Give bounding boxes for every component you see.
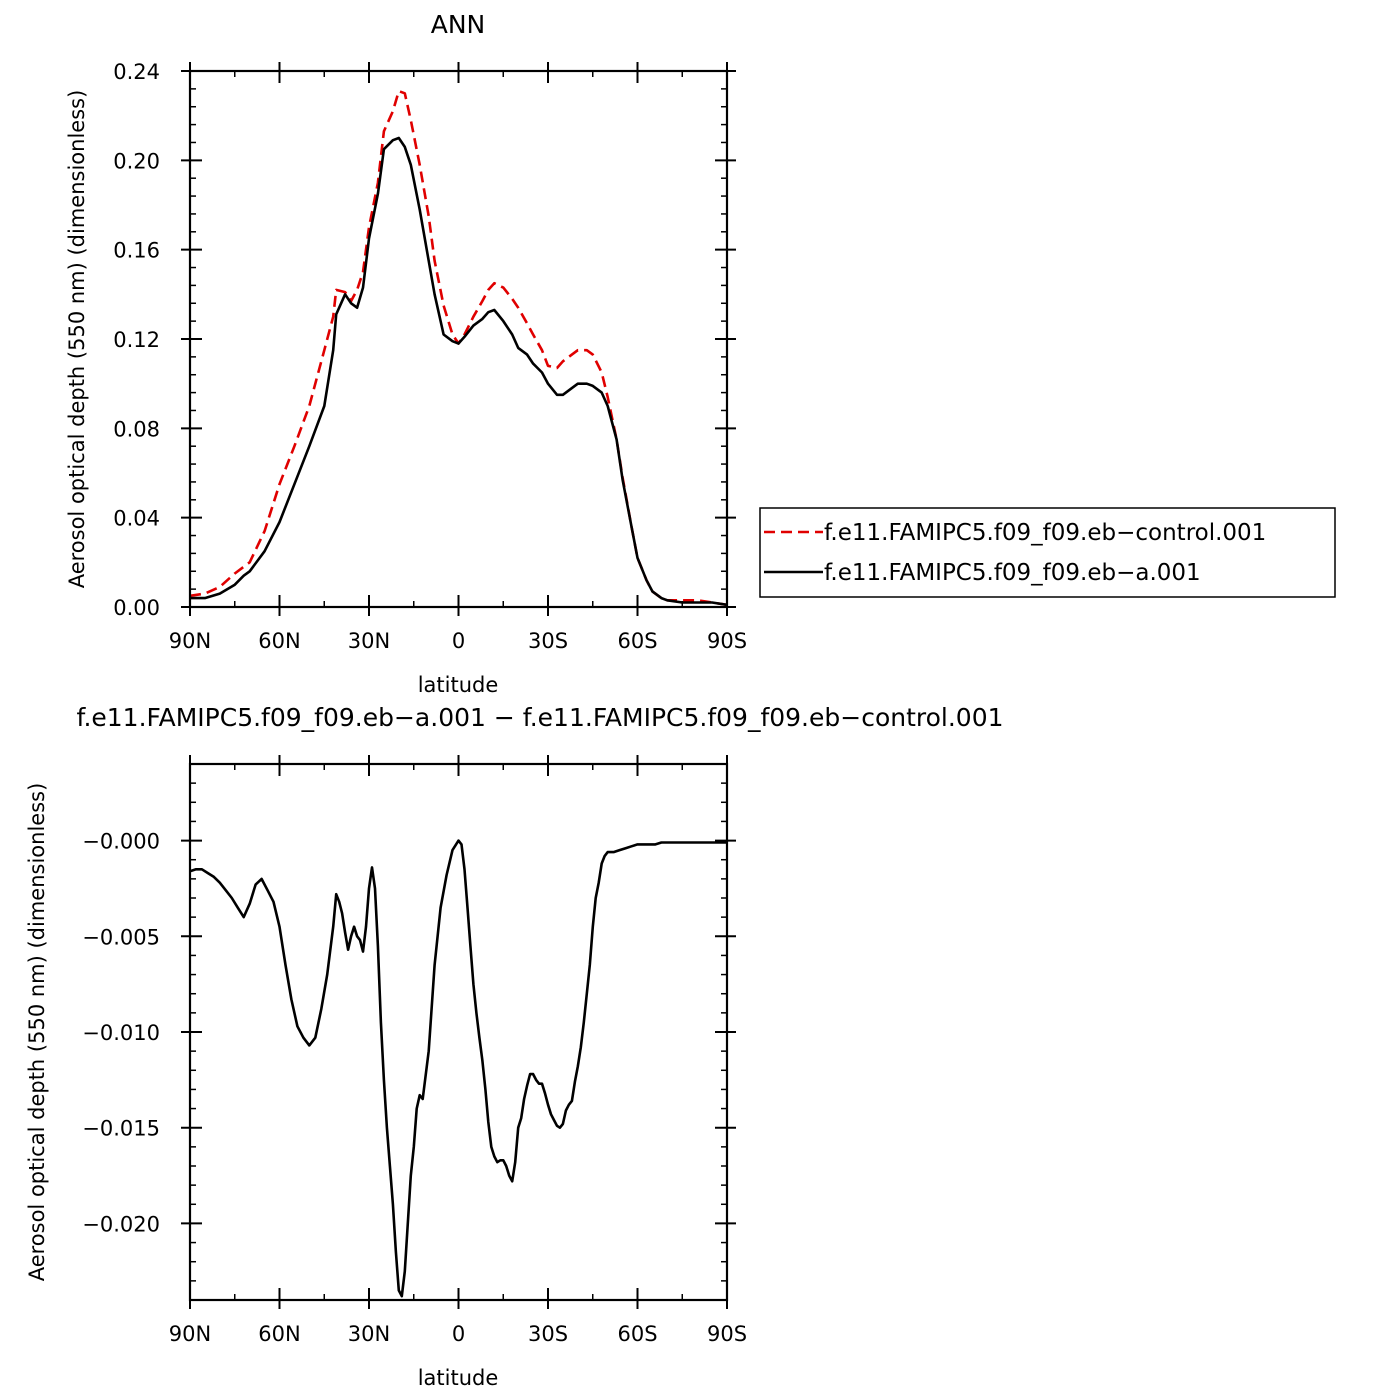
top-chart-x-axis-label: latitude	[418, 673, 499, 697]
bottom-chart-x-tick-label: 60S	[617, 1322, 657, 1346]
legend-box	[759, 507, 1336, 598]
top-chart-panel: ANN 90N 60N 30N 0 30S 60S 90S 0.00 0.04 0.08 0.12 0…	[65, 10, 1336, 697]
legend-label-a: f.e11.FAMIPC5.f09_f09.eb−a.001	[824, 560, 1201, 586]
bottom-chart-series	[190, 839, 727, 1298]
top-chart-x-tick-label: 60S	[617, 629, 657, 653]
top-chart-series-line-control	[190, 89, 727, 607]
bottom-chart-x-tick-label: 90S	[707, 1322, 747, 1346]
bottom-chart-x-tick-label: 90N	[169, 1322, 211, 1346]
bottom-chart-series-line-difference	[190, 839, 727, 1298]
bottom-chart-frame	[188, 762, 729, 1302]
bottom-chart-ticks	[181, 755, 736, 1309]
top-chart-x-tick-label: 60N	[258, 629, 300, 653]
bottom-chart-y-tick-label: −0.020	[82, 1212, 160, 1236]
bottom-chart-panel: f.e11.FAMIPC5.f09_f09.eb−a.001 − f.e11.F…	[25, 703, 1004, 1390]
top-chart-tick-labels: 90N 60N 30N 0 30S 60S 90S 0.00 0.04 0.08 0.12 0.16 0…	[113, 60, 747, 653]
top-chart-series	[190, 89, 727, 607]
top-chart-title: ANN	[431, 10, 486, 39]
bottom-chart-y-tick-label: −0.000	[82, 830, 160, 854]
top-chart-x-tick-label: 30N	[348, 629, 390, 653]
top-chart-series-line-a	[190, 136, 727, 607]
legend: f.e11.FAMIPC5.f09_f09.eb−control.001 f.e…	[759, 507, 1336, 598]
bottom-chart-x-tick-label: 60N	[258, 1322, 300, 1346]
top-chart-frame	[188, 69, 729, 609]
top-chart-x-tick-label: 30S	[528, 629, 568, 653]
top-chart-y-tick-label: 0.12	[113, 328, 160, 352]
top-chart-y-tick-label: 0.24	[113, 60, 160, 84]
top-chart-y-tick-label: 0.00	[113, 596, 160, 620]
bottom-chart-y-axis-label: Aerosol optical depth (550 nm) (dimensio…	[25, 783, 49, 1282]
legend-label-control: f.e11.FAMIPC5.f09_f09.eb−control.001	[824, 520, 1266, 546]
bottom-chart-x-tick-label: 30N	[348, 1322, 390, 1346]
top-chart-y-tick-label: 0.04	[113, 507, 160, 531]
bottom-chart-title: f.e11.FAMIPC5.f09_f09.eb−a.001 − f.e11.F…	[76, 703, 1003, 732]
bottom-chart-x-axis-label: latitude	[418, 1366, 499, 1390]
bottom-chart-tick-labels: 90N 60N 30N 0 30S 60S 90S −0.020 −0.015 −0.010 −0.…	[82, 830, 747, 1346]
bottom-chart-y-tick-label: −0.005	[82, 925, 160, 949]
bottom-chart-x-tick-label: 0	[452, 1322, 465, 1346]
top-chart-y-tick-label: 0.16	[113, 239, 160, 263]
top-chart-x-tick-label: 0	[452, 629, 465, 653]
bottom-chart-y-tick-label: −0.010	[82, 1021, 160, 1045]
top-chart-x-tick-label: 90N	[169, 629, 211, 653]
bottom-chart-y-tick-label: −0.015	[82, 1117, 160, 1141]
top-chart-y-axis-label: Aerosol optical depth (550 nm) (dimensio…	[65, 90, 89, 589]
top-chart-y-tick-label: 0.20	[113, 149, 160, 173]
bottom-chart-x-tick-label: 30S	[528, 1322, 568, 1346]
top-chart-x-tick-label: 90S	[707, 629, 747, 653]
top-chart-y-tick-label: 0.08	[113, 417, 160, 441]
